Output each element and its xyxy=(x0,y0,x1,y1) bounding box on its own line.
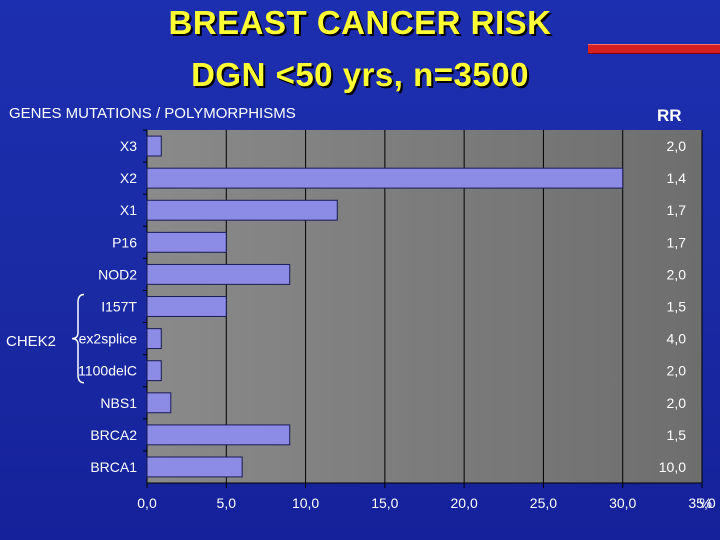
bar-x3 xyxy=(146,135,162,157)
chart-title-line1: BREAST CANCER RISK xyxy=(168,4,552,41)
rr-value-label: 2,0 xyxy=(667,138,687,154)
accent-bar xyxy=(588,44,720,54)
category-label: BRCA1 xyxy=(90,459,137,475)
x-tick-label: 15,0 xyxy=(371,495,398,511)
bar-x2 xyxy=(146,167,624,189)
rr-value-label: 2,0 xyxy=(667,266,687,282)
rr-value-label: 1,5 xyxy=(667,427,687,443)
bar-nod2 xyxy=(146,263,291,285)
x-tick-label: 35,0 xyxy=(688,495,715,511)
rr-value-label: 1,7 xyxy=(667,234,687,250)
rr-value-label: 4,0 xyxy=(667,331,687,347)
category-label: BRCA2 xyxy=(90,427,137,443)
bar-1100delc xyxy=(146,360,162,382)
x-tick-label: 10,0 xyxy=(292,495,319,511)
rr-column-header: RR xyxy=(657,106,682,125)
bar-p16 xyxy=(146,231,227,253)
category-label: X3 xyxy=(120,138,137,154)
rr-value-label: 1,7 xyxy=(667,202,687,218)
category-label: NBS1 xyxy=(100,395,137,411)
rr-value-label: 1,5 xyxy=(667,299,687,315)
category-label: P16 xyxy=(112,234,137,250)
x-unit-label: % xyxy=(700,495,712,511)
x-tick-label: 0,0 xyxy=(137,495,157,511)
rr-value-label: 2,0 xyxy=(667,395,687,411)
x-tick-label: 30,0 xyxy=(609,495,636,511)
rr-value-label: 2,0 xyxy=(667,363,687,379)
chart-subheading: GENES MUTATIONS / POLYMORPHISMS xyxy=(9,105,296,122)
chart-title-line2: DGN <50 yrs, n=3500 xyxy=(191,56,529,93)
bar-i157t xyxy=(146,296,227,317)
category-label: I157T xyxy=(101,299,137,315)
x-tick-label: 5,0 xyxy=(217,495,237,511)
category-label: ex2splice xyxy=(79,331,138,347)
bar-brca1 xyxy=(146,456,243,478)
category-label: 1100delC xyxy=(78,363,137,379)
rr-value-label: 1,4 xyxy=(667,170,687,186)
rr-value-label: 10,0 xyxy=(659,459,686,475)
bar-brca2 xyxy=(146,424,291,446)
bar-x1 xyxy=(146,199,338,221)
bar-nbs1 xyxy=(146,392,172,414)
plot-area xyxy=(147,130,702,483)
category-label: X1 xyxy=(120,202,137,218)
x-tick-label: 20,0 xyxy=(451,495,478,511)
chek2-bracket xyxy=(71,293,85,384)
category-label: X2 xyxy=(120,170,137,186)
bar-ex2splice xyxy=(146,328,162,350)
x-tick-label: 25,0 xyxy=(530,495,557,511)
chek2-group-label: CHEK2 xyxy=(6,333,57,350)
category-label: NOD2 xyxy=(98,266,137,282)
